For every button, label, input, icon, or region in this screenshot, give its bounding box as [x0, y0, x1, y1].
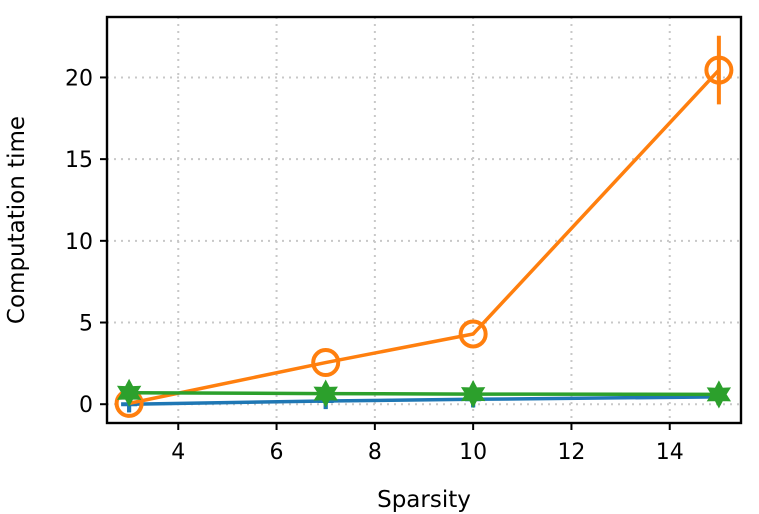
series-star: [116, 378, 732, 409]
x-tick-label: 12: [557, 440, 585, 465]
series-circle: [114, 35, 734, 418]
y-axis-label: Computation time: [4, 116, 30, 324]
data-point-star: [116, 378, 142, 407]
series-line: [129, 391, 719, 397]
series-line: [128, 68, 721, 406]
data-point-circle: [704, 55, 734, 85]
x-axis-label: Sparsity: [377, 487, 471, 513]
data-point-star: [706, 380, 732, 409]
y-tick-label: 10: [65, 230, 93, 255]
data-point-circle: [458, 319, 488, 349]
x-tick-label: 6: [270, 440, 284, 465]
x-tick-label: 4: [171, 440, 185, 465]
x-tick-label: 8: [368, 440, 382, 465]
x-tick-label: 14: [656, 440, 684, 465]
y-tick-label: 20: [65, 66, 93, 91]
y-tick-label: 15: [65, 148, 93, 173]
data-point-circle: [311, 348, 341, 378]
y-tick-label: 5: [79, 312, 93, 337]
series-line: [129, 395, 719, 406]
plot-frame: [105, 15, 743, 425]
axis-ticks: 4 6 8 10 12 14 0 5 10 15 20: [65, 66, 684, 465]
data-point-star: [313, 379, 338, 408]
data-point-star: [460, 380, 486, 409]
series-layer: [114, 35, 734, 418]
x-tick-label: 10: [459, 440, 487, 465]
y-tick-label: 0: [79, 393, 93, 418]
grid-lines: [107, 17, 741, 423]
